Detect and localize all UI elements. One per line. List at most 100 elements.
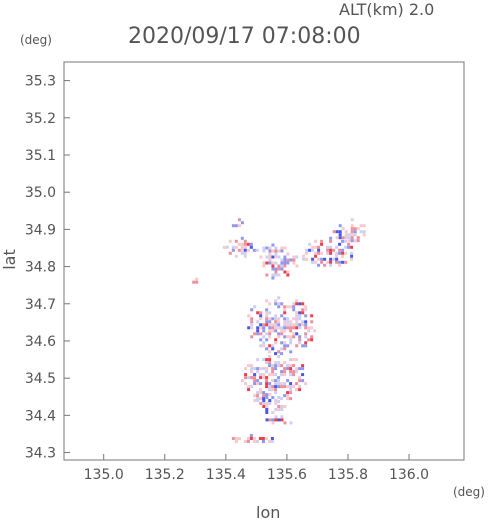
data-cell: [350, 257, 354, 261]
y-tick-label: 34.4: [25, 408, 56, 424]
data-cell: [341, 251, 345, 255]
data-cell: [301, 344, 305, 348]
data-cell: [192, 280, 196, 284]
data-cell: [243, 254, 247, 258]
data-cell: [250, 367, 254, 371]
data-cell: [304, 323, 308, 327]
data-cell: [244, 376, 248, 380]
data-cell: [298, 311, 302, 315]
data-cell: [286, 379, 290, 383]
data-cell: [265, 338, 269, 342]
data-cell: [280, 302, 284, 306]
data-cell: [362, 233, 366, 237]
data-cell: [247, 388, 251, 392]
data-cell: [301, 373, 305, 377]
data-cell: [262, 264, 266, 268]
data-cell: [249, 242, 253, 246]
data-cell: [231, 224, 235, 228]
data-cell: [338, 230, 342, 234]
data-cell: [280, 397, 284, 401]
data-cell: [314, 254, 318, 258]
data-cell: [344, 233, 348, 237]
data-cell: [283, 361, 287, 365]
data-cell: [265, 376, 269, 380]
data-cell: [304, 382, 308, 386]
data-cell: [259, 326, 263, 330]
data-cell: [252, 440, 256, 443]
data-cell: [298, 314, 302, 318]
data-cell: [292, 332, 296, 336]
data-cell: [310, 314, 314, 318]
data-cell: [277, 317, 281, 321]
data-cell: [277, 350, 281, 354]
data-cell: [323, 263, 327, 267]
data-cell: [274, 391, 278, 395]
data-cell: [268, 350, 272, 354]
x-tick-label: 135.2: [145, 467, 185, 483]
x-axis-label: lon: [256, 503, 281, 522]
data-cell: [292, 258, 296, 262]
data-cell: [259, 332, 263, 336]
data-cell: [338, 260, 342, 264]
data-cell: [268, 320, 272, 324]
data-cell: [326, 251, 330, 255]
data-cell: [231, 437, 235, 440]
data-cell: [262, 391, 266, 395]
data-cell: [344, 230, 348, 234]
data-cell: [338, 233, 342, 237]
data-cell: [341, 239, 345, 243]
data-cell: [338, 251, 342, 255]
data-cell: [289, 320, 293, 324]
data-cell: [274, 373, 278, 377]
data-cell: [283, 270, 287, 274]
data-cell: [286, 305, 290, 309]
data-cell: [280, 385, 284, 389]
data-cell: [277, 408, 281, 411]
data-cell: [243, 251, 247, 255]
data-cell: [286, 397, 290, 401]
data-cell: [240, 245, 244, 249]
data-cell: [274, 249, 278, 253]
data-cell: [262, 329, 266, 333]
data-cell: [268, 326, 272, 330]
data-cell: [259, 367, 263, 371]
data-cell: [274, 364, 278, 368]
data-cell: [304, 332, 308, 336]
data-cell: [265, 408, 269, 411]
data-cell: [274, 273, 278, 277]
data-cell: [283, 255, 287, 259]
data-cell: [246, 242, 250, 246]
data-cell: [301, 379, 305, 383]
data-cell: [274, 341, 278, 345]
data-cell: [289, 421, 293, 425]
data-cell: [286, 270, 290, 274]
data-cell: [271, 388, 275, 392]
x-tick-label: 135.0: [84, 467, 124, 483]
data-cell: [283, 335, 287, 339]
data-cell: [286, 317, 290, 321]
data-cell: [338, 236, 342, 240]
data-cell: [277, 249, 281, 253]
data-cell: [265, 261, 269, 265]
data-cell: [240, 242, 244, 246]
data-cell: [265, 347, 269, 351]
data-cell: [243, 242, 247, 246]
data-cell: [341, 227, 345, 231]
data-cell: [256, 382, 260, 386]
data-cell: [268, 402, 272, 405]
data-cell: [253, 367, 257, 371]
data-cell: [286, 391, 290, 395]
data-cell: [267, 440, 271, 443]
data-cell: [277, 396, 281, 399]
data-cell: [277, 382, 281, 386]
data-cell: [247, 385, 251, 389]
data-cell: [277, 405, 281, 408]
data-cell: [286, 344, 290, 348]
data-cell: [311, 245, 315, 249]
data-cell: [350, 227, 354, 231]
data-cell: [298, 379, 302, 383]
data-cell: [304, 305, 308, 309]
data-cell: [255, 440, 259, 443]
data-cell: [317, 248, 321, 252]
